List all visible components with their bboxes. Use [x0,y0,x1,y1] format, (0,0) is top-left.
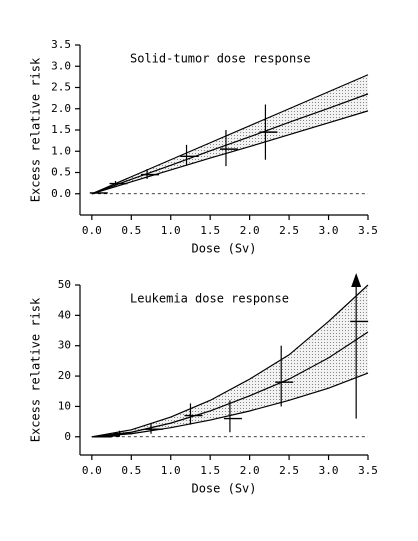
arrow-head [351,273,362,287]
y-tick-label: 2.0 [51,102,71,115]
y-tick-label: 30 [58,339,71,352]
x-tick-label: 1.5 [200,464,220,477]
x-tick-label: 3.5 [358,464,378,477]
y-tick-label: 50 [58,278,71,291]
y-tick-label: 1.0 [51,144,71,157]
band-edge [91,284,369,438]
x-tick-label: 2.5 [279,224,299,237]
x-tick-label: 2.0 [240,464,260,477]
x-tick-label: 2.0 [240,224,260,237]
x-tick-label: 1.5 [200,224,220,237]
fit-line [91,93,369,195]
chart-title: Leukemia dose response [130,292,289,306]
y-tick-label: 10 [58,399,71,412]
y-tick-label: 2.5 [51,81,71,94]
x-tick-label: 1.0 [161,224,181,237]
y-tick-label: 20 [58,369,71,382]
y-tick-label: 0 [64,430,71,443]
chart-title: Solid-tumor dose response [130,52,311,66]
x-tick-label: 0.0 [82,464,102,477]
x-tick-label: 3.5 [358,224,378,237]
y-axis-label: Excess relative risk [29,297,43,442]
y-tick-label: 0.0 [51,187,71,200]
y-tick-label: 0.5 [51,166,71,179]
y-tick-label: 1.5 [51,123,71,136]
band-edge [91,74,369,195]
band-edge [91,110,369,195]
x-tick-label: 0.0 [82,224,102,237]
x-axis-label: Dose (Sv) [191,242,256,256]
x-tick-label: 3.0 [319,464,339,477]
y-tick-label: 40 [58,308,71,321]
x-axis-label: Dose (Sv) [191,482,256,496]
y-tick-label: 3.0 [51,59,71,72]
x-tick-label: 0.5 [121,464,141,477]
x-tick-label: 1.0 [161,464,181,477]
x-tick-label: 0.5 [121,224,141,237]
x-tick-label: 3.0 [319,224,339,237]
y-axis-label: Excess relative risk [29,57,43,202]
y-tick-label: 3.5 [51,38,71,51]
x-tick-label: 2.5 [279,464,299,477]
